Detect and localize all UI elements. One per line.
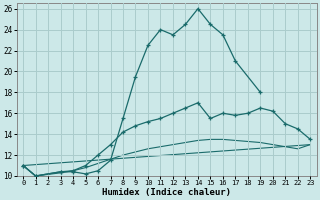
X-axis label: Humidex (Indice chaleur): Humidex (Indice chaleur)	[102, 188, 231, 197]
